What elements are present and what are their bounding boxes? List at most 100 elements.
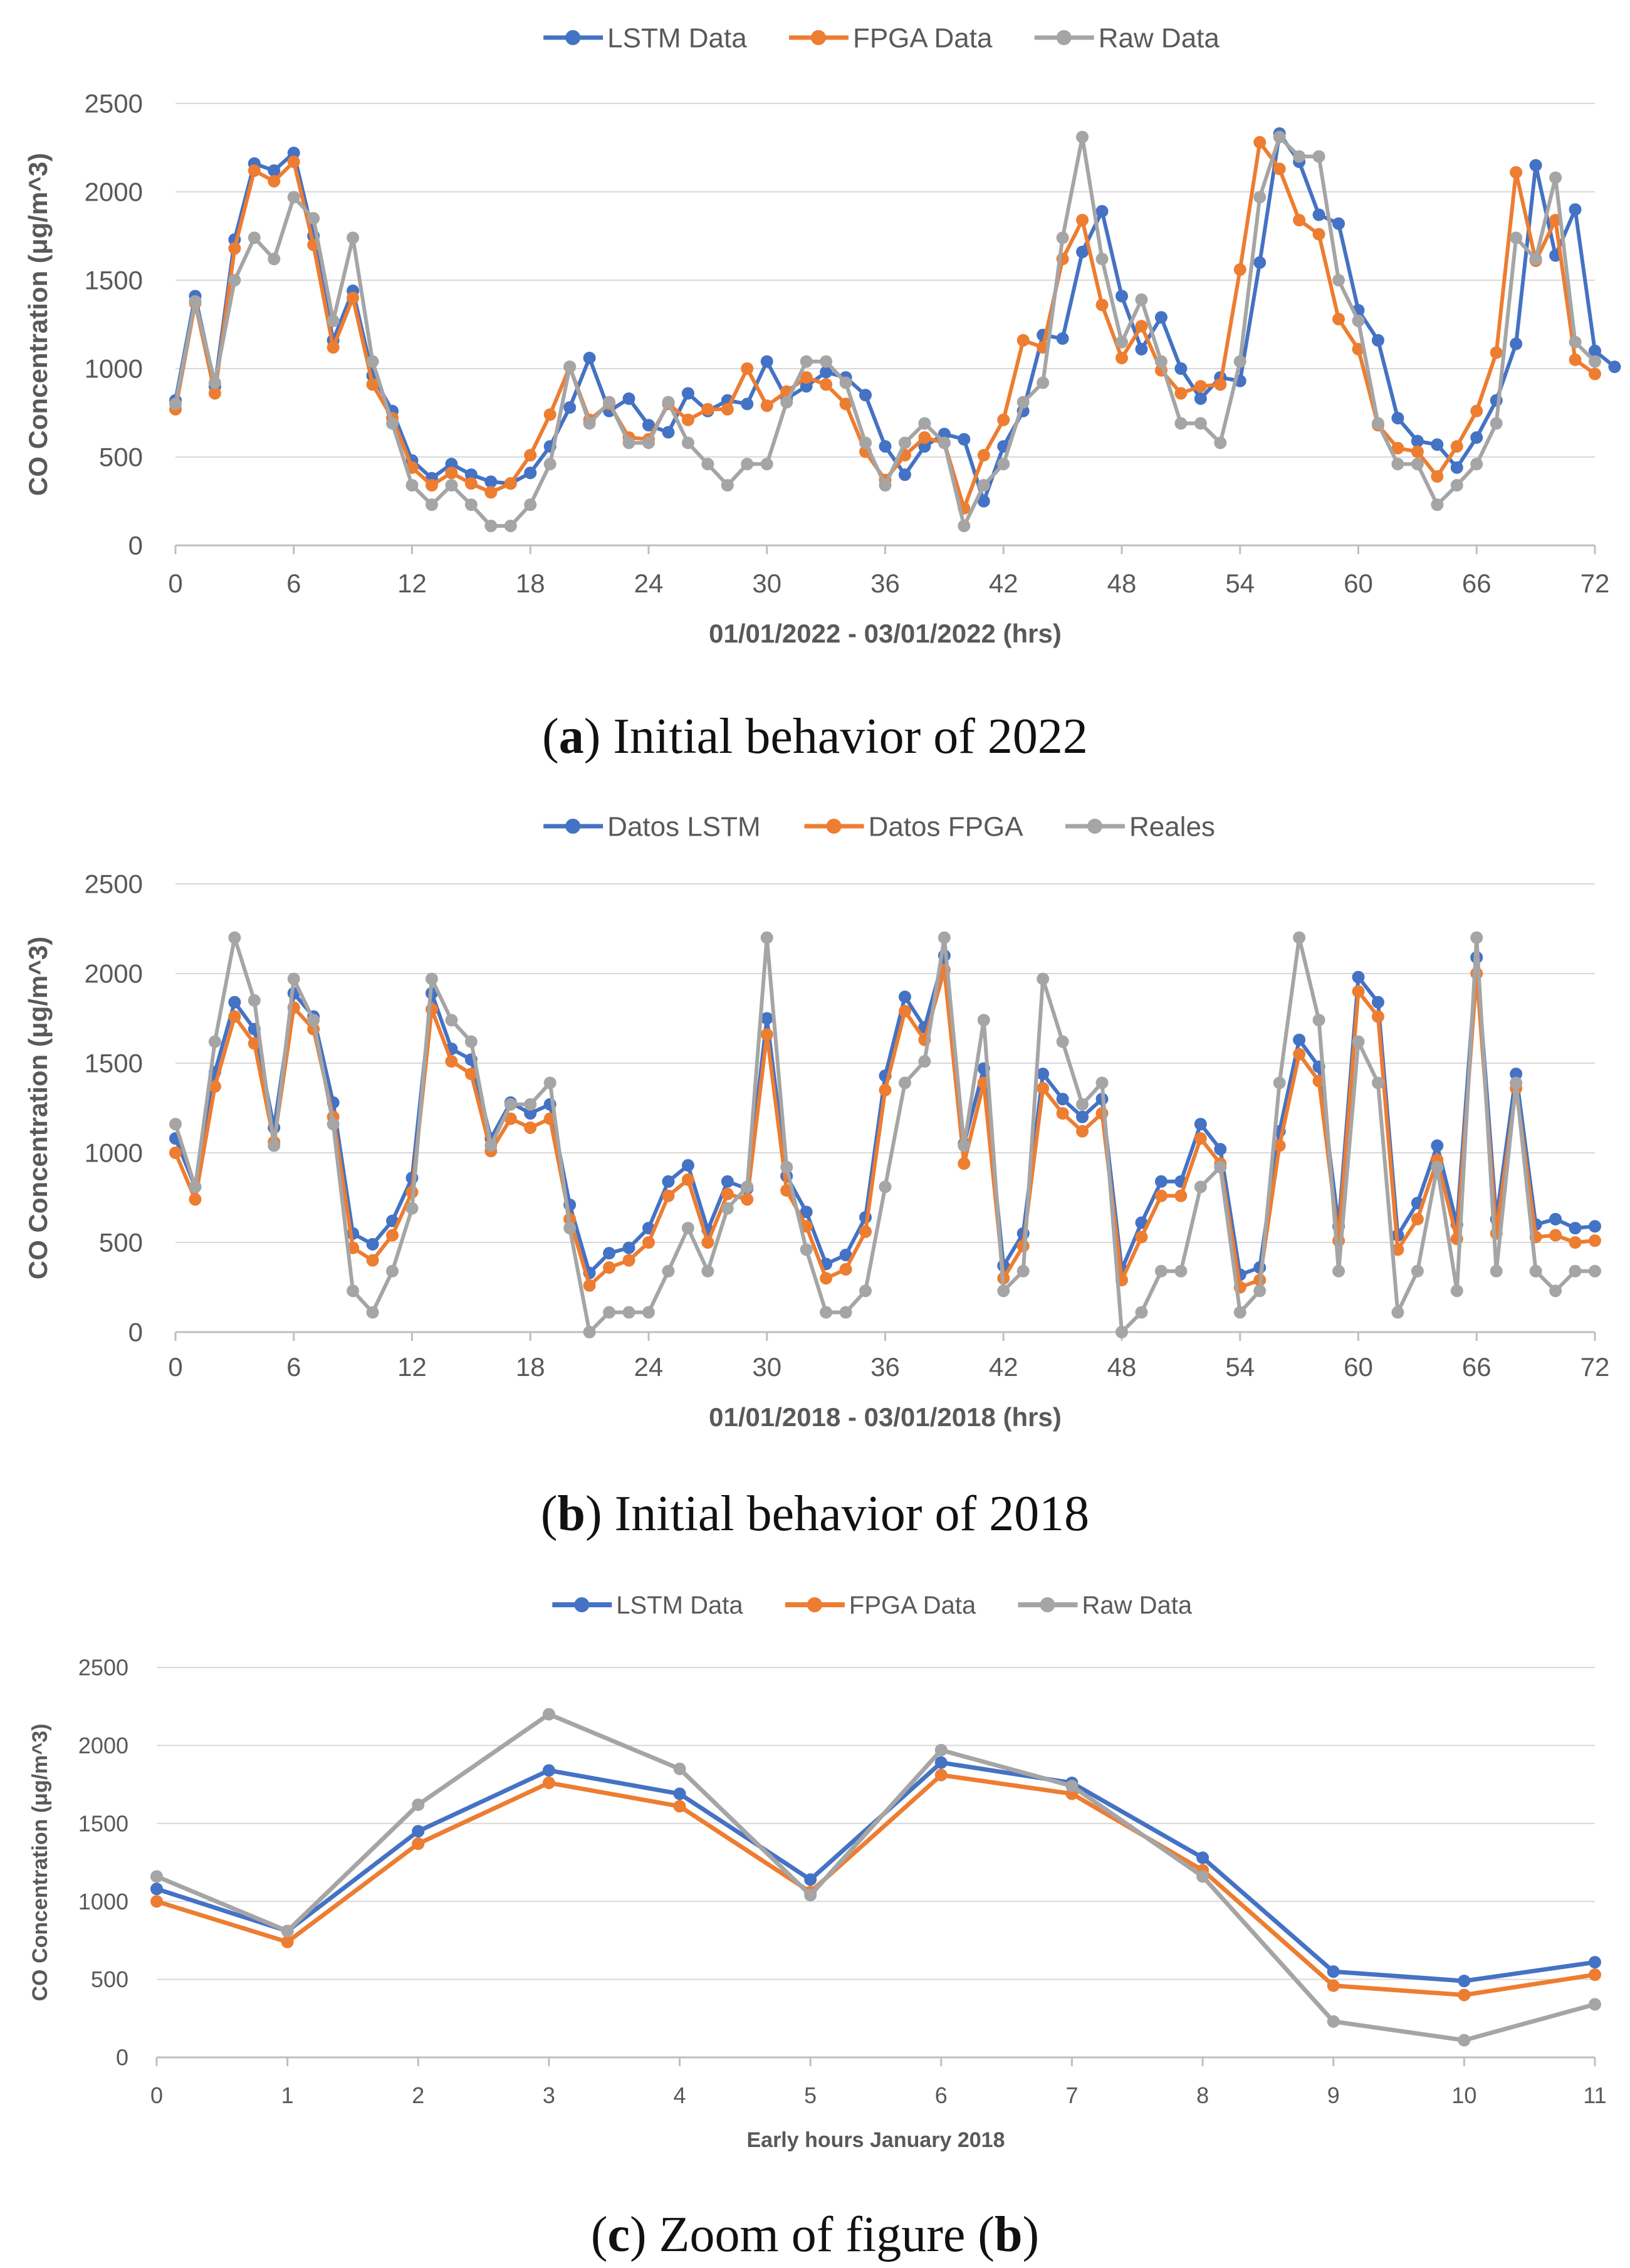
data-point xyxy=(1411,434,1424,448)
data-point xyxy=(248,164,261,177)
data-point xyxy=(327,341,340,354)
data-point xyxy=(622,436,635,449)
series-0 xyxy=(150,1756,1601,1988)
data-point xyxy=(898,1076,911,1089)
x-tick-label: 60 xyxy=(1344,569,1373,598)
data-point xyxy=(721,1202,734,1215)
x-tick-label: 30 xyxy=(752,569,781,598)
data-point xyxy=(386,1264,399,1278)
data-point xyxy=(1450,440,1463,453)
y-tick-label: 2000 xyxy=(85,959,143,989)
data-point xyxy=(543,408,556,421)
data-point xyxy=(1095,253,1109,266)
data-point xyxy=(1391,441,1404,454)
data-point xyxy=(327,314,340,327)
x-tick-label: 8 xyxy=(1196,2082,1209,2108)
data-point xyxy=(445,1014,458,1027)
data-point xyxy=(701,1236,714,1249)
y-tick-label: 0 xyxy=(116,2045,128,2071)
data-point xyxy=(366,1254,379,1267)
data-point xyxy=(1458,2034,1471,2047)
data-point xyxy=(366,1237,379,1251)
data-point xyxy=(524,1107,537,1120)
legend-label: Raw Data xyxy=(1082,1592,1193,1619)
data-point xyxy=(1273,162,1286,176)
data-point xyxy=(839,1249,852,1262)
data-point xyxy=(1431,470,1444,483)
data-point xyxy=(1037,972,1050,985)
data-point xyxy=(898,1005,911,1018)
data-point xyxy=(760,399,773,412)
data-point xyxy=(780,396,793,409)
data-point xyxy=(504,1098,517,1111)
data-point xyxy=(1458,1988,1471,2002)
data-point xyxy=(760,1012,773,1025)
data-point xyxy=(484,519,498,532)
data-point xyxy=(839,1306,852,1319)
data-point xyxy=(1569,1222,1582,1235)
data-point xyxy=(681,1222,694,1235)
data-point xyxy=(642,436,655,449)
legend-entry: FPGA Data xyxy=(785,1592,976,1619)
data-point xyxy=(208,1035,221,1048)
data-point xyxy=(208,1080,221,1093)
data-point xyxy=(1115,1326,1128,1338)
data-point xyxy=(741,1180,754,1194)
data-point xyxy=(820,355,833,368)
data-point xyxy=(997,458,1010,471)
series-line xyxy=(155,1773,1596,1997)
data-point xyxy=(405,479,419,492)
data-point xyxy=(412,1837,425,1851)
x-tick-label: 11 xyxy=(1583,2082,1606,2108)
data-point xyxy=(1293,214,1306,227)
data-point xyxy=(412,1798,425,1811)
data-point xyxy=(1253,256,1267,269)
data-point xyxy=(583,1279,596,1292)
y-axis-title: CO Concentration (μg/m^3) xyxy=(23,153,53,496)
data-point xyxy=(484,1139,498,1152)
data-point xyxy=(464,468,478,481)
x-tick-label: 18 xyxy=(516,569,545,598)
x-tick-label: 3 xyxy=(543,2082,555,2108)
caption-a-letter: a xyxy=(558,709,584,764)
legend-entry: Datos LSTM xyxy=(543,811,761,842)
legend-label: Raw Data xyxy=(1099,23,1220,53)
data-point xyxy=(1589,1968,1601,1982)
data-point xyxy=(741,458,754,471)
data-point xyxy=(268,1139,281,1152)
data-point xyxy=(1095,298,1109,312)
x-tick-label: 6 xyxy=(286,569,301,598)
data-point xyxy=(1470,404,1483,417)
data-point xyxy=(464,477,478,490)
y-tick-label: 2500 xyxy=(85,869,143,899)
data-point xyxy=(839,376,852,389)
data-point xyxy=(820,1306,833,1319)
data-point xyxy=(662,396,675,409)
data-point xyxy=(1174,362,1188,375)
data-point xyxy=(662,1264,675,1278)
data-point xyxy=(1293,931,1306,944)
legend-entry: LSTM Data xyxy=(552,1592,743,1619)
data-point xyxy=(228,995,241,1009)
x-tick-label: 72 xyxy=(1580,569,1610,598)
data-point xyxy=(1135,1231,1148,1244)
data-point xyxy=(445,479,458,492)
data-point xyxy=(150,1870,163,1883)
data-point xyxy=(1431,1139,1444,1152)
data-point xyxy=(800,1243,813,1256)
caption-c-letter: c xyxy=(607,2207,630,2262)
data-point xyxy=(307,212,320,225)
data-point xyxy=(445,1055,458,1068)
data-point xyxy=(1608,360,1621,374)
data-point xyxy=(820,378,833,391)
data-point xyxy=(1194,392,1207,405)
data-point xyxy=(1470,458,1483,471)
legend-label: Datos FPGA xyxy=(869,811,1024,842)
data-point xyxy=(542,1764,555,1777)
data-point xyxy=(1529,1264,1542,1278)
data-point xyxy=(1154,1189,1168,1202)
data-point xyxy=(1194,417,1207,430)
data-point xyxy=(347,231,360,244)
data-point xyxy=(1569,1236,1582,1249)
data-point xyxy=(859,1225,872,1238)
